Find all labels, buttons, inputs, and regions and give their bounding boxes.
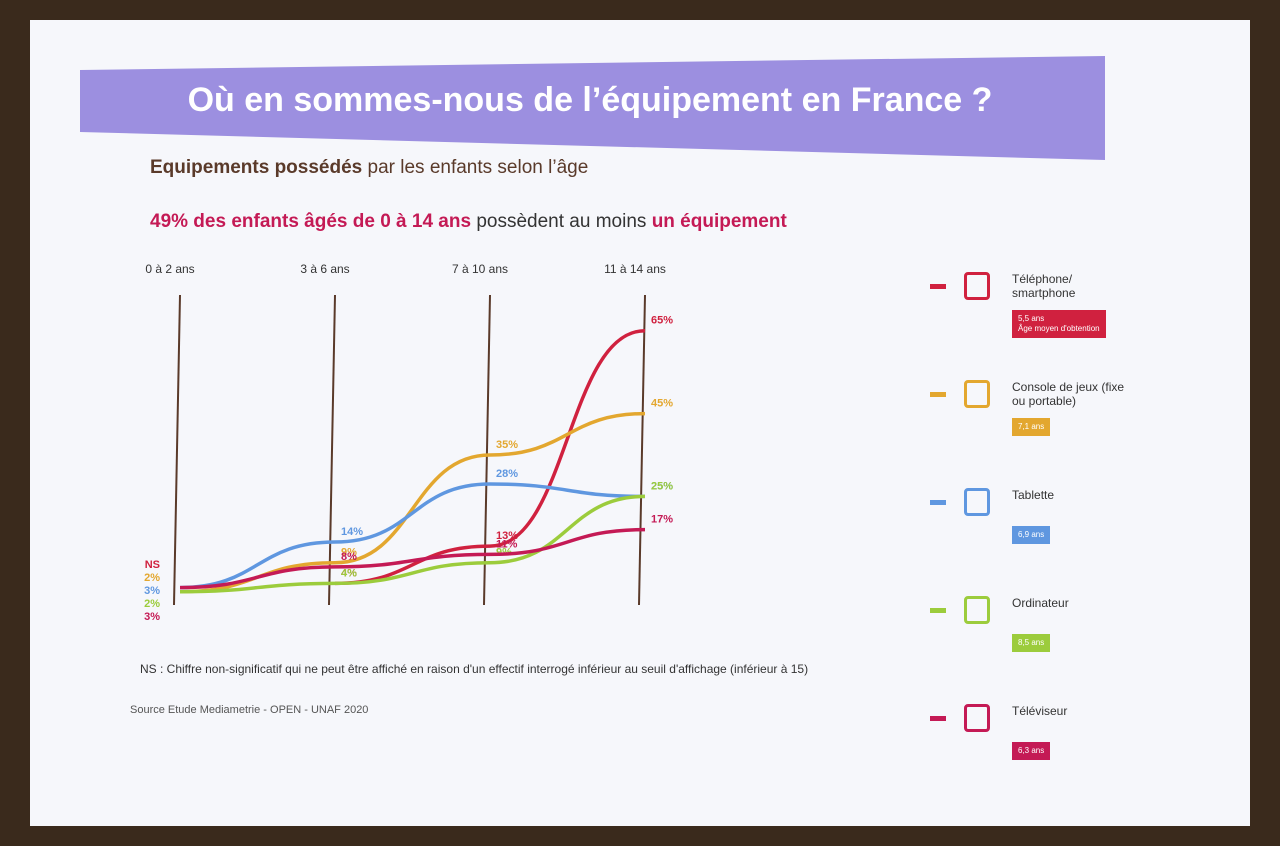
legend-label: Tablette <box>1012 488 1055 502</box>
badge-text: 6,3 ans <box>1018 746 1045 755</box>
value-label: 25% <box>651 480 673 492</box>
value-label: 35% <box>496 439 518 451</box>
note: NS : Chiffre non-significatif qui ne peu… <box>140 662 808 676</box>
legend-icon <box>964 488 990 516</box>
series-line <box>179 527 646 590</box>
value-label: 4% <box>341 567 357 579</box>
legend: Téléphone/ smartphone 5,5 ans Âge moyen d'… <box>930 270 1230 810</box>
series-line <box>179 494 646 594</box>
series-line <box>179 482 646 590</box>
value-label: 45% <box>651 397 673 409</box>
legend-item: Téléphone/ smartphone 5,5 ans Âge moyen d'… <box>930 270 1230 378</box>
legend-label: Console de jeux (fixe ou portable) <box>1012 380 1125 408</box>
legend-item: Console de jeux (fixe ou portable) 7,1 an… <box>930 378 1230 486</box>
legend-swatch <box>930 608 946 613</box>
legend-item: Téléviseur 6,3 ans <box>930 702 1230 810</box>
value-label: 2% <box>144 598 160 610</box>
badge-text: 6,9 ans <box>1018 530 1045 539</box>
headline-bold: 49% des enfants âgés de 0 à 14 ans <box>150 211 471 232</box>
column-line <box>638 294 646 606</box>
legend-label: Téléphone/ smartphone <box>1012 272 1076 300</box>
value-label: 8% <box>341 551 357 563</box>
legend-icon <box>964 704 990 732</box>
value-label: 2% <box>144 572 160 584</box>
legend-badge: 6,3 ans <box>1012 742 1051 760</box>
series-line <box>334 328 646 586</box>
value-label: 17% <box>651 513 673 525</box>
legend-label: Ordinateur <box>1012 596 1069 610</box>
headline: 49% des enfants âgés de 0 à 14 ans possè… <box>150 211 787 232</box>
value-label: 28% <box>496 468 518 480</box>
badge-text: 5,5 ans <box>1018 314 1045 323</box>
value-label: 11% <box>496 538 518 550</box>
subtitle-bold: Equipements possédés <box>150 157 362 178</box>
column-label: 7 à 10 ans <box>452 262 508 276</box>
legend-item: Ordinateur 8,5 ans <box>930 594 1230 702</box>
column-line <box>483 294 491 606</box>
subtitle: Equipements possédés par les enfants sel… <box>150 157 588 178</box>
headline-mid: possèdent au moins <box>471 211 652 232</box>
column-label: 0 à 2 ans <box>145 262 194 276</box>
legend-badge: 7,1 ans <box>1012 418 1051 436</box>
badge-text: Âge moyen d'obtention <box>1018 324 1100 333</box>
value-label: 4% <box>341 567 357 579</box>
column-label: 3 à 6 ans <box>300 262 349 276</box>
column-line <box>328 294 336 606</box>
legend-badge: 6,9 ans <box>1012 526 1051 544</box>
headline-end: un équipement <box>652 211 788 232</box>
legend-swatch <box>930 392 946 397</box>
legend-icon <box>964 272 990 300</box>
legend-badge: 5,5 ans Âge moyen d'obtention <box>1012 310 1106 338</box>
chart-title: Où en sommes-nous de l’équipement en Fra… <box>188 81 993 119</box>
source: Source Etude Mediametrie - OPEN - UNAF 2… <box>130 704 368 716</box>
legend-item: Tablette 6,9 ans <box>930 486 1230 594</box>
title-band <box>80 56 1105 160</box>
value-label: 25% <box>651 480 673 492</box>
legend-label: Téléviseur <box>1012 704 1068 718</box>
badge-text: 8,5 ans <box>1018 638 1045 647</box>
legend-swatch <box>930 716 946 721</box>
value-label: 3% <box>144 611 160 623</box>
slide: Où en sommes-nous de l’équipement en Fra… <box>30 20 1250 826</box>
legend-badge: 8,5 ans <box>1012 634 1051 652</box>
legend-icon <box>964 380 990 408</box>
column-label: 11 à 14 ans <box>604 262 666 276</box>
badge-text: 7,1 ans <box>1018 422 1045 431</box>
chart: Où en sommes-nous de l’équipement en Fra… <box>80 56 1105 716</box>
legend-swatch <box>930 500 946 505</box>
subtitle-rest: par les enfants selon l’âge <box>362 157 588 178</box>
value-label: 14% <box>341 526 363 538</box>
value-label: 65% <box>651 315 673 327</box>
legend-swatch <box>930 284 946 289</box>
value-label: 13% <box>496 530 518 542</box>
value-label: 3% <box>144 585 160 597</box>
value-label: NS <box>145 559 160 571</box>
column-line <box>173 294 181 606</box>
legend-icon <box>964 596 990 624</box>
value-label: 9% <box>341 547 357 559</box>
